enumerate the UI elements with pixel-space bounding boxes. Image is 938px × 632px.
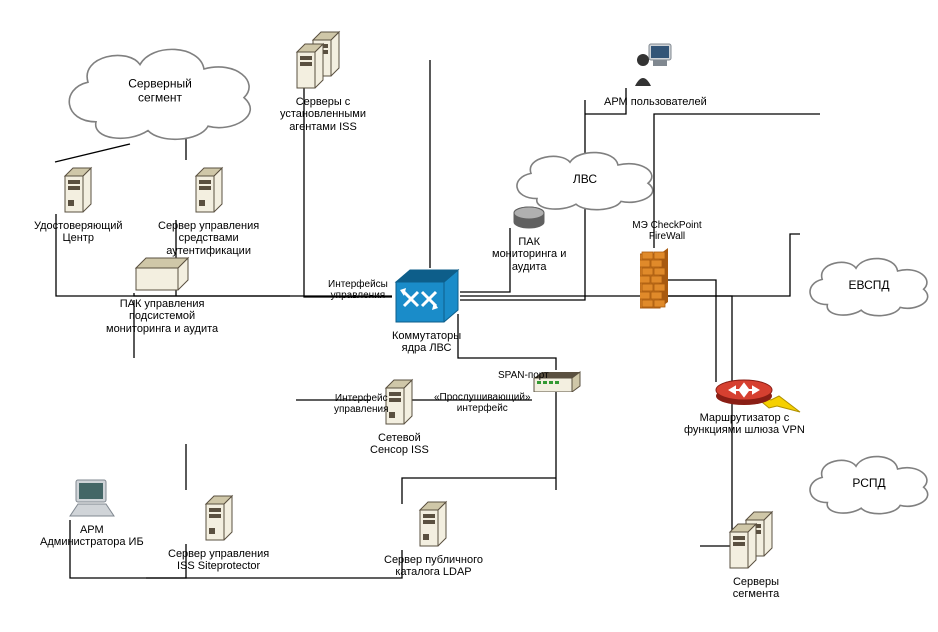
cloud-label-lvs: ЛВС xyxy=(510,172,660,186)
node-label-arm_admin: АРМ Администратора ИБ xyxy=(40,524,144,549)
cloud-server_seg: Серверный сегмент xyxy=(60,36,260,146)
node-arm_user: АРМ пользователей xyxy=(604,40,707,108)
tower-icon xyxy=(34,166,123,218)
tower-icon xyxy=(168,494,269,546)
switch-icon xyxy=(392,268,461,328)
node-firewall xyxy=(640,248,668,314)
node-iss_sp: Сервер управления ISS Siteprotector xyxy=(168,494,269,573)
node-vpn_router: Маршрутизатор с функциями шлюза VPN xyxy=(684,378,805,437)
cloud-lvs: ЛВС xyxy=(510,144,660,214)
network-diagram: Серверный сегментЛВСЕВСПДРСПДНемаршрутиз… xyxy=(0,0,938,632)
disk-icon xyxy=(492,206,566,234)
node-label-ldap_server: Сервер публичного каталога LDAP xyxy=(384,554,483,579)
node-label-pak_disk: ПАК мониторинга и аудита xyxy=(492,236,566,274)
node-core_switch: Коммутаторы ядра ЛВС xyxy=(392,268,461,355)
node-dmz_servers: Серверы сегмента xyxy=(726,510,786,601)
node-arm_admin: АРМ Администратора ИБ xyxy=(40,478,144,549)
edge-label-1: Интерфейс управления xyxy=(334,393,389,415)
node-cert_center: Удостоверяющий Центр xyxy=(34,166,123,245)
node-label-iss_sp: Сервер управления ISS Siteprotector xyxy=(168,548,269,573)
router-icon xyxy=(684,378,805,410)
tower-icon xyxy=(158,166,259,218)
server_pair-icon xyxy=(726,510,786,574)
edge-label-2: «Прослушивающий» интерфейс xyxy=(434,392,531,414)
node-label-vpn_router: Маршрутизатор с функциями шлюза VPN xyxy=(684,412,805,437)
node-label-sensor: Сетевой Сенсор ISS xyxy=(370,432,429,457)
node-label-iss_servers: Серверы с установленными агентами ISS xyxy=(280,96,366,134)
node-ldap_server: Сервер публичного каталога LDAP xyxy=(384,500,483,579)
cloud-label-server_seg: Серверный сегмент xyxy=(60,77,260,106)
node-label-cert_center: Удостоверяющий Центр xyxy=(34,220,123,245)
cloud-label-rspd: РСПД xyxy=(804,476,934,490)
laptop-icon xyxy=(40,478,144,522)
edge-label-3: SPAN-порт xyxy=(498,370,549,381)
node-label-core_switch: Коммутаторы ядра ЛВС xyxy=(392,330,461,355)
node-label-auth_server: Сервер управления средствами аутентифика… xyxy=(158,220,259,258)
cloud-rspd: РСПД xyxy=(804,448,934,518)
node-auth_server: Сервер управления средствами аутентифика… xyxy=(158,166,259,258)
node-label-firewall: МЭ CheckPoint FireWall xyxy=(612,220,722,242)
cloud-evspd: ЕВСПД xyxy=(804,250,934,320)
box-icon xyxy=(106,256,218,296)
tower-icon xyxy=(384,500,483,552)
node-label-arm_user: АРМ пользователей xyxy=(604,96,707,109)
edge-label-0: Интерфейсы управления xyxy=(328,279,388,301)
node-pak_box: ПАК управления подсистемой мониторинга и… xyxy=(106,256,218,336)
node-iss_servers: Серверы с установленными агентами ISS xyxy=(280,30,366,134)
cloud-label-evspd: ЕВСПД xyxy=(804,278,934,292)
node-sensor: Сетевой Сенсор ISS xyxy=(370,378,429,457)
node-pak_disk: ПАК мониторинга и аудита xyxy=(492,206,566,274)
firewall-icon xyxy=(640,248,668,314)
node-label-pak_box: ПАК управления подсистемой мониторинга и… xyxy=(106,298,218,336)
user-icon xyxy=(604,40,707,94)
server_pair-icon xyxy=(280,30,366,94)
node-label-dmz_servers: Серверы сегмента xyxy=(726,576,786,601)
